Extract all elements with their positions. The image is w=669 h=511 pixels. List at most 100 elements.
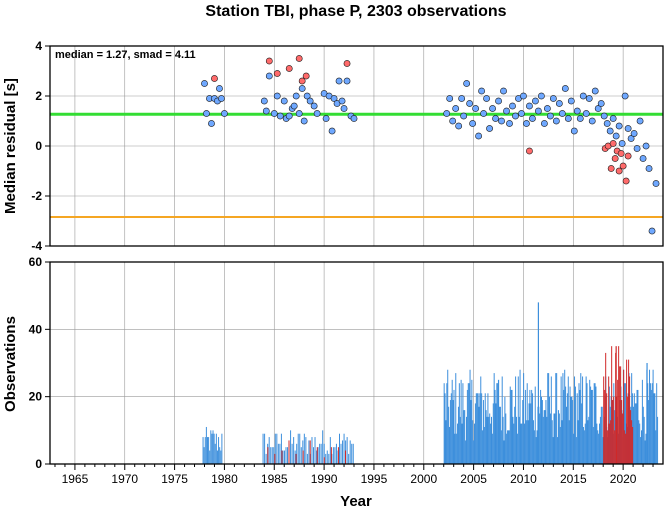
residual-point	[615, 122, 623, 130]
residual-y-tick-label: -4	[31, 239, 42, 253]
residual-y-tick-label: -2	[31, 189, 42, 203]
year-x-ticks: 1965 1970 1975 1980 1985 1990 1995 2000 2005 2010…	[54, 464, 654, 486]
residual-point	[498, 117, 505, 125]
residual-point	[561, 85, 569, 92]
residual-point	[588, 117, 596, 125]
residual-point	[276, 112, 284, 120]
residual-point	[555, 100, 563, 107]
residual-point	[537, 92, 545, 100]
residual-point	[546, 112, 554, 120]
residual-points	[201, 55, 660, 235]
residual-point	[310, 102, 318, 110]
outlier-residual-point	[622, 177, 630, 185]
outlier-residual-point	[298, 77, 306, 85]
residual-point	[295, 110, 303, 117]
residual-point	[452, 105, 460, 112]
outlier-residual-point	[617, 150, 625, 157]
residual-point	[216, 85, 223, 92]
residual-point	[506, 120, 513, 127]
residual-point	[500, 87, 507, 95]
residual-panel: -4 -2 0 2 4 median = 1.27, smad = 4.11 Media…	[2, 39, 664, 253]
residual-point	[486, 125, 493, 132]
outlier-residual-point	[609, 140, 617, 147]
year-x-tick-label: 1980	[211, 472, 238, 486]
outlier-residual-point	[619, 162, 627, 170]
residual-point	[609, 115, 617, 122]
residual-y-label: Median residual [s]	[2, 78, 19, 214]
observations-y-tick-label: 0	[35, 457, 42, 471]
residual-point	[285, 112, 293, 120]
residual-point	[636, 117, 644, 125]
residual-point	[322, 115, 330, 122]
residual-point	[466, 100, 474, 107]
outlier-residual-point	[211, 75, 218, 82]
outlier-residual-point	[265, 57, 273, 65]
residual-point	[489, 105, 496, 112]
outlier-residual-point	[607, 165, 615, 172]
year-x-tick-label: 2010	[510, 472, 537, 486]
residual-point	[621, 92, 629, 100]
residual-point	[576, 115, 584, 122]
residual-point	[624, 125, 632, 132]
residual-point	[463, 80, 471, 87]
year-x-tick-label: 2015	[560, 472, 587, 486]
residual-point	[273, 92, 281, 100]
year-x-label: Year	[340, 493, 372, 510]
residual-point	[627, 135, 635, 142]
residual-y-tick-label: 2	[35, 89, 42, 103]
residual-point	[520, 92, 527, 100]
residual-point	[518, 110, 525, 117]
residual-point	[639, 155, 647, 162]
chart-title: Station TBI, phase P, 2303 observations	[205, 3, 506, 20]
residual-point	[446, 95, 454, 102]
residual-point	[270, 110, 278, 117]
residual-point	[350, 115, 358, 122]
residual-point	[582, 110, 590, 117]
residual-point	[652, 180, 660, 187]
residual-point	[526, 102, 533, 110]
residual-point	[298, 85, 306, 92]
residual-point	[549, 95, 557, 102]
observations-panel: 0 20 40 60 1965 1970 1975 1980 1985 1990 1995 2000…	[2, 255, 664, 510]
residual-point	[495, 97, 502, 105]
residual-point	[573, 107, 581, 115]
residual-point	[265, 72, 273, 80]
residual-point	[648, 227, 656, 235]
year-x-tick-label: 2020	[610, 472, 637, 486]
observations-y-tick-label: 40	[29, 322, 43, 336]
residual-point	[612, 132, 620, 140]
residual-point	[603, 120, 611, 127]
residual-point	[303, 92, 311, 100]
residual-point	[492, 115, 499, 122]
residual-point	[597, 100, 605, 107]
residual-point	[523, 120, 530, 127]
observations-y-tick-label: 20	[29, 390, 43, 404]
residual-point	[642, 142, 650, 150]
residual-point	[313, 110, 321, 117]
residual-point	[570, 127, 578, 135]
residual-point	[600, 112, 608, 120]
outlier-residual-point	[343, 60, 351, 67]
residual-point	[260, 97, 268, 105]
median-smad-annotation: median = 1.27, smad = 4.11	[55, 49, 196, 61]
residual-point	[475, 132, 483, 140]
residual-point	[606, 127, 614, 135]
residual-point	[503, 107, 510, 115]
residual-point	[532, 97, 539, 105]
residual-point	[340, 105, 348, 112]
observations-y-ticks: 0 20 40 60	[29, 255, 50, 471]
residual-grid	[50, 45, 663, 247]
residual-point	[330, 95, 338, 102]
year-x-tick-label: 1985	[261, 472, 288, 486]
year-x-tick-label: 1965	[62, 472, 89, 486]
outlier-residual-point	[285, 65, 293, 72]
year-x-tick-label: 1975	[161, 472, 188, 486]
residual-point	[552, 117, 560, 125]
year-x-tick-label: 1990	[311, 472, 338, 486]
residual-point	[579, 92, 587, 100]
year-x-tick-label: 1970	[111, 472, 138, 486]
residual-point	[529, 115, 536, 122]
residual-point	[618, 140, 626, 147]
residual-point	[630, 130, 638, 137]
